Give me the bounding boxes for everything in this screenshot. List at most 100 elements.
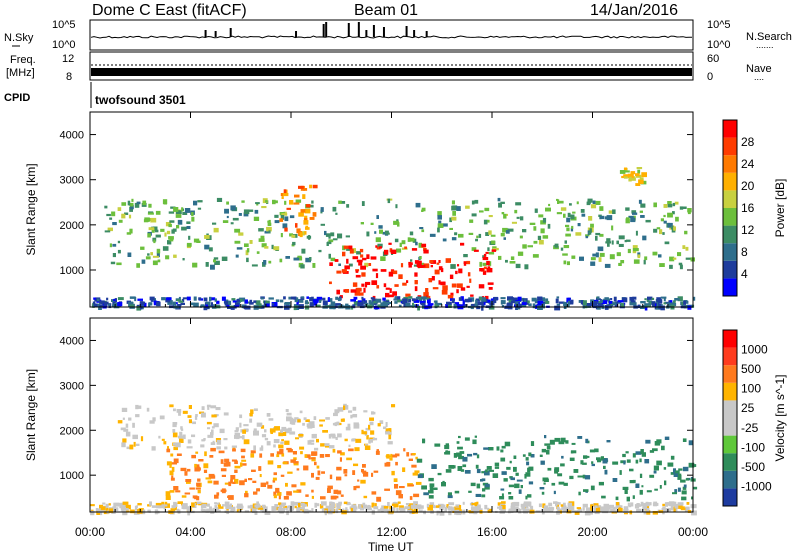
range-cell [293,257,300,261]
range-cell [350,289,357,293]
colorbar-segment [723,172,737,191]
range-cell [182,434,186,440]
range-cell [196,467,201,471]
range-cell [258,228,264,232]
range-cell [398,304,402,308]
range-cell [353,301,359,306]
range-cell [449,227,453,230]
range-cell [626,496,630,502]
range-cell [260,482,266,487]
colorbar-segment [723,365,737,383]
range-cell [98,509,104,513]
range-cell [248,209,254,212]
range-cell [252,480,257,483]
range-cell [129,202,134,207]
range-cell [304,231,307,235]
range-cell [222,504,225,507]
range-cell [437,227,440,233]
range-cell [501,305,504,308]
range-cell [295,437,299,440]
range-cell [456,452,462,457]
range-cell [234,465,241,469]
range-cell [316,304,321,307]
range-cell [336,476,342,481]
range-cell [197,200,203,203]
range-cell [293,296,297,300]
range-cell [129,228,133,234]
range-cell [117,249,121,254]
range-cell [623,297,626,300]
range-cell [369,417,374,421]
range-cell [292,502,295,506]
colorbar-segment [723,120,737,138]
range-cell [457,446,463,450]
range-cell [584,475,591,480]
range-cell [198,297,202,301]
range-cell [560,207,567,211]
range-cell [525,457,529,461]
range-cell [548,502,553,507]
range-cell [253,300,257,303]
range-cell [405,293,411,297]
range-cell [336,289,340,295]
range-cell [125,431,131,437]
range-cell [114,298,117,303]
range-cell [166,461,172,466]
range-cell [232,481,236,484]
range-cell [264,437,269,441]
range-cell [602,459,608,464]
colorbar-tick-label: 8 [741,245,748,259]
freq-unit-label: [MHz] [6,67,35,79]
range-cell [266,441,271,446]
range-cell [470,506,476,512]
range-cell [457,283,463,288]
range-cell [460,242,465,246]
range-cell [296,228,301,234]
range-cell [389,288,392,293]
range-cell [525,495,528,500]
range-cell [120,503,126,507]
range-cell [90,504,95,507]
range-cell [456,289,459,294]
range-cell [373,506,379,510]
range-cell [567,502,573,508]
range-cell [584,510,591,516]
range-cell [430,265,433,268]
range-cell [305,454,311,458]
range-cell [625,207,630,211]
range-cell [172,424,177,428]
range-cell [387,198,391,204]
range-cell [482,262,487,266]
range-cell [221,296,226,301]
range-cell [150,217,157,223]
range-cell [474,505,481,508]
range-cell [283,189,287,194]
range-cell [556,212,562,215]
range-cell [544,507,549,512]
range-cell [471,247,477,251]
range-cell [374,231,377,234]
range-cell [182,211,188,215]
range-cell [380,256,386,261]
range-cell [658,254,662,258]
range-cell [675,216,679,222]
range-cell [419,300,426,304]
range-cell [278,502,282,506]
range-cell [335,296,339,300]
range-cell [487,507,490,510]
range-cell [261,504,266,508]
range-cell [208,247,213,252]
range-cell [299,410,303,414]
range-cell [672,257,677,260]
range-cell [611,240,614,245]
range-cell [234,302,239,306]
range-cell [282,192,289,197]
range-cell [362,470,367,474]
range-cell [225,461,231,467]
range-cell [473,510,478,515]
range-cell [494,462,500,466]
range-cell [281,213,288,216]
nave-label: Nave [746,63,772,75]
range-cell [659,263,665,267]
